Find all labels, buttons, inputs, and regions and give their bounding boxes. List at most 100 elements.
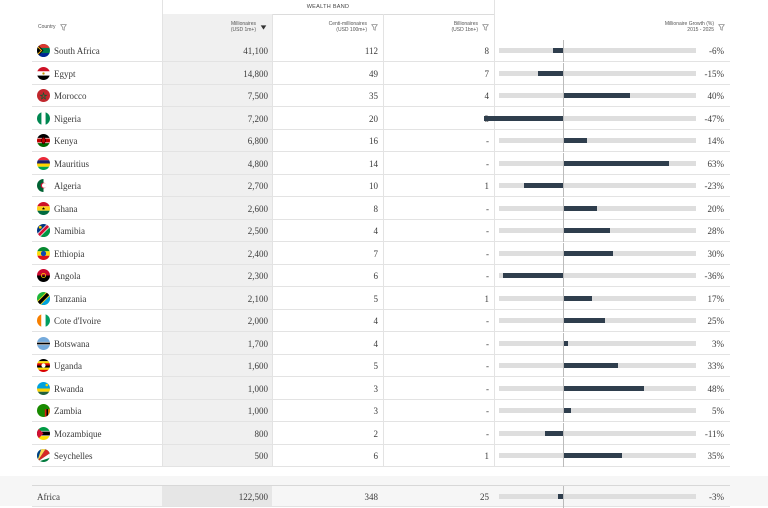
table-row[interactable]: Ethiopia 2,400 7 - 30% xyxy=(32,242,730,265)
total-billionaires: 25 xyxy=(480,492,489,502)
total-centi-millionaires: 348 xyxy=(364,492,379,502)
billionaires-value: - xyxy=(486,338,489,349)
nigeria-flag-icon xyxy=(37,111,50,125)
country-name[interactable]: Kenya xyxy=(54,136,78,146)
centi-millionaires-value: 5 xyxy=(373,293,379,304)
centi-millionaires-value: 14 xyxy=(369,158,378,169)
country-name[interactable]: Ethiopia xyxy=(54,248,85,259)
filter-icon[interactable] xyxy=(718,23,725,31)
total-growth: -3% xyxy=(709,492,724,502)
millionaires-value: 800 xyxy=(254,428,269,439)
millionaires-header-unit: (USD 1m+) xyxy=(230,27,256,33)
growth-bar-fill xyxy=(563,408,572,413)
millionaires-value: 1,000 xyxy=(247,383,268,394)
country-name[interactable]: Cote d'Ivoire xyxy=(54,316,101,326)
growth-bar-fill xyxy=(563,138,587,143)
table-row[interactable]: Algeria 2,700 10 1 -23% xyxy=(32,175,730,197)
table-row[interactable]: Zambia 1,000 3 - 5% xyxy=(32,400,730,422)
table-row[interactable]: Namibia 2,500 4 - 28% xyxy=(32,220,730,242)
country-name[interactable]: Algeria xyxy=(54,181,81,191)
growth-bar-center-line xyxy=(563,62,564,85)
country-column-header[interactable]: Country xyxy=(32,14,162,40)
billionaires-header-unit: (USD 1bn+) xyxy=(451,27,478,33)
centi-millionaires-column-header[interactable]: Centi-millionaires (USD 100m+) xyxy=(272,14,383,40)
country-name[interactable]: Botswana xyxy=(54,338,90,349)
growth-bar-fill xyxy=(484,115,563,121)
table-row[interactable]: Angola 2,300 6 - -36% xyxy=(32,265,730,287)
table-row[interactable]: Rwanda 1,000 3 - 48% xyxy=(32,377,730,400)
table-row[interactable]: South Africa 41,100 112 8 -6% xyxy=(32,40,730,62)
table-row[interactable]: Mozambique 800 2 - -11% xyxy=(32,422,730,445)
filter-icon[interactable] xyxy=(371,23,378,31)
total-section-background xyxy=(0,476,768,506)
south-africa-flag-icon xyxy=(37,44,50,57)
country-name[interactable]: Ghana xyxy=(54,203,78,214)
centi-millionaires-value: 6 xyxy=(373,271,379,281)
sort-desc-icon[interactable] xyxy=(260,24,267,31)
country-header-label: Country xyxy=(38,23,56,30)
billionaires-value: - xyxy=(486,271,489,281)
country-name[interactable]: Uganda xyxy=(54,361,82,371)
growth-bar-center-line xyxy=(563,152,564,175)
billionaires-value: 1 xyxy=(484,451,490,461)
country-name[interactable]: Mozambique xyxy=(54,428,102,439)
billionaires-value: - xyxy=(486,203,489,214)
millionaires-column-header[interactable]: Millionaires (USD 1m+) xyxy=(162,14,272,40)
growth-bar-track xyxy=(499,453,696,458)
millionaires-value: 1,000 xyxy=(247,406,268,416)
millionaires-value: 2,000 xyxy=(247,316,268,326)
table-row[interactable]: Cote d'Ivoire 2,000 4 - 25% xyxy=(32,310,730,332)
millionaires-value: 6,800 xyxy=(247,136,268,146)
country-name[interactable]: Namibia xyxy=(54,226,85,236)
growth-column-header[interactable]: Millionaire Growth (%) 2015 - 2025 xyxy=(494,14,730,40)
filter-icon[interactable] xyxy=(59,23,67,31)
total-row[interactable]: Africa 122,500 348 25 -3% xyxy=(32,485,730,508)
country-name[interactable]: Rwanda xyxy=(54,383,84,394)
total-millionaires: 122,500 xyxy=(238,492,268,502)
growth-bar-track xyxy=(499,430,696,436)
country-name[interactable]: Tanzania xyxy=(54,293,87,304)
table-row[interactable]: Seychelles 500 6 1 35% xyxy=(32,445,730,467)
table-row[interactable]: Tanzania 2,100 5 1 17% xyxy=(32,287,730,310)
growth-value: 63% xyxy=(707,158,725,169)
centi-millionaires-value: 20 xyxy=(369,113,378,124)
centi-millionaires-value: 112 xyxy=(364,46,378,56)
table-row[interactable]: Morocco 7,500 35 4 40% xyxy=(32,85,730,107)
growth-bar-center-line xyxy=(563,310,564,332)
country-name[interactable]: Egypt xyxy=(54,68,76,79)
country-name[interactable]: South Africa xyxy=(54,46,100,56)
table-row[interactable]: Nigeria 7,200 20 3 -47% xyxy=(32,107,730,130)
centi-millionaires-value: 2 xyxy=(373,428,379,439)
growth-value: -23% xyxy=(704,181,725,191)
growth-value: 30% xyxy=(707,248,725,259)
uganda-flag-icon xyxy=(37,359,50,372)
table-row[interactable]: Ghana 2,600 8 - 20% xyxy=(32,197,730,220)
table-row[interactable]: Botswana 1,700 4 - 3% xyxy=(32,332,730,355)
growth-value: 48% xyxy=(707,383,725,394)
table-row[interactable]: Kenya 6,800 16 - 14% xyxy=(32,130,730,152)
filter-icon[interactable] xyxy=(482,23,489,31)
country-name[interactable]: Morocco xyxy=(54,91,87,101)
country-name[interactable]: Mauritius xyxy=(54,158,89,169)
growth-bar-track xyxy=(499,205,696,211)
billionaires-value: - xyxy=(486,428,489,439)
country-name[interactable]: Angola xyxy=(54,271,81,281)
centi-millionaires-value: 6 xyxy=(373,451,379,461)
growth-bar-track xyxy=(499,70,696,76)
table-row[interactable]: Mauritius 4,800 14 - 63% xyxy=(32,152,730,175)
column-divider xyxy=(162,0,163,466)
growth-bar-track xyxy=(499,340,696,346)
country-name[interactable]: Zambia xyxy=(54,406,82,416)
table-row[interactable]: Egypt 14,800 49 7 -15% xyxy=(32,62,730,85)
billionaires-value: - xyxy=(486,158,489,169)
country-name[interactable]: Nigeria xyxy=(54,113,81,124)
growth-bar-center-line xyxy=(563,355,564,377)
growth-bar-center-line xyxy=(563,445,564,467)
growth-bar-fill xyxy=(563,205,597,211)
growth-bar-center-line xyxy=(563,85,564,107)
billionaires-column-header[interactable]: Billionaires (USD 1bn+) xyxy=(383,14,494,40)
centi-millionaires-value: 16 xyxy=(369,136,378,146)
table-row[interactable]: Uganda 1,600 5 - 33% xyxy=(32,355,730,377)
country-name[interactable]: Seychelles xyxy=(54,451,93,461)
growth-bar-track xyxy=(499,183,696,188)
